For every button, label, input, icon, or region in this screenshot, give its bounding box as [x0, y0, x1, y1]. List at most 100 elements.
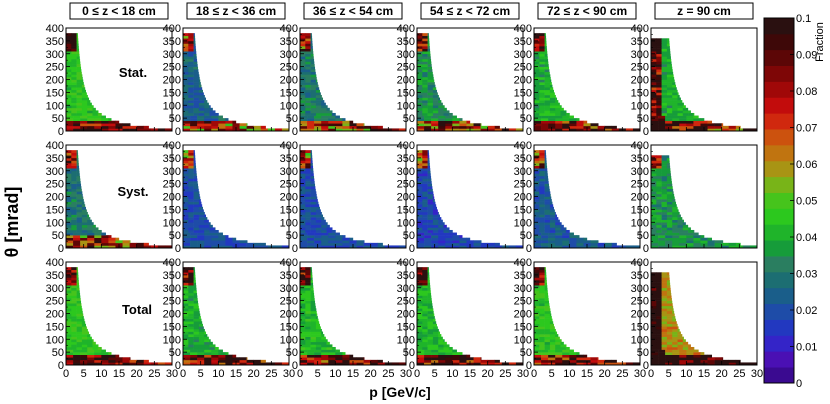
heat-cell — [307, 118, 315, 122]
heat-cell — [666, 326, 673, 330]
heat-cell — [666, 175, 672, 179]
heat-cell — [193, 316, 200, 319]
heat-cell — [80, 357, 88, 361]
heat-cell — [534, 183, 540, 187]
heat-cell — [335, 232, 340, 236]
heat-cell — [656, 165, 662, 169]
heat-cell — [658, 242, 666, 246]
heat-cell — [87, 120, 95, 124]
heat-cell — [539, 84, 545, 88]
y-tick-label: 250 — [46, 179, 64, 191]
heat-cell — [672, 321, 677, 325]
heat-cell — [193, 209, 200, 213]
heat-cell — [315, 318, 319, 322]
heat-cell — [66, 267, 72, 271]
heat-cell — [300, 344, 306, 348]
colorbar-tick-label: 0.02 — [796, 305, 817, 317]
heat-cell — [544, 201, 551, 205]
heat-cell — [656, 38, 662, 42]
heat-cell — [544, 310, 551, 314]
heat-cell — [427, 175, 432, 179]
x-tick-label: 10 — [563, 368, 575, 380]
heat-cell — [417, 269, 423, 273]
heat-cell — [315, 105, 322, 109]
heat-cell — [183, 178, 189, 182]
heat-cell — [427, 35, 430, 39]
heat-cell — [136, 362, 145, 366]
x-tick-label: 15 — [581, 368, 593, 380]
heat-cell — [534, 222, 540, 226]
y-tick-label: 50 — [637, 113, 649, 125]
heat-cell — [424, 125, 432, 129]
y-tick-label: 200 — [631, 192, 649, 204]
heat-cell — [71, 323, 77, 327]
heat-cell — [707, 240, 715, 244]
heat-cell — [422, 46, 428, 49]
heat-cell — [422, 87, 428, 91]
heat-cell — [190, 352, 198, 355]
heat-cell — [307, 120, 315, 124]
heat-cell — [541, 359, 549, 363]
heat-cell — [314, 123, 322, 127]
heat-cell — [452, 235, 460, 238]
heat-cell — [76, 89, 83, 93]
y-tick-label: 200 — [163, 75, 181, 87]
heat-cell — [87, 346, 93, 350]
heat-cell — [555, 237, 563, 241]
heat-cell — [66, 193, 72, 197]
heat-cell — [665, 235, 673, 238]
heat-cell — [417, 40, 423, 44]
heat-cell — [448, 229, 453, 233]
heat-cell — [569, 240, 577, 244]
heat-cell — [198, 199, 201, 202]
heat-cell — [438, 214, 441, 218]
heat-cell — [555, 112, 561, 116]
heat-cell — [569, 245, 577, 249]
y-tick-label: 50 — [520, 113, 532, 125]
heat-cell — [66, 334, 72, 337]
heat-cell — [315, 217, 322, 220]
heat-cell — [424, 242, 432, 246]
heat-cell — [71, 175, 77, 179]
y-tick-label: 0 — [292, 243, 298, 255]
heat-cell — [569, 237, 577, 241]
heat-cell — [310, 229, 317, 233]
heat-cell — [193, 193, 200, 197]
heat-cell — [661, 336, 668, 340]
heat-cell — [193, 33, 195, 37]
y-tick-label: 150 — [397, 204, 415, 216]
y-tick-label: 150 — [46, 87, 64, 99]
heat-cell — [544, 295, 549, 299]
heat-cell — [87, 97, 90, 101]
heat-cell — [204, 237, 212, 241]
heat-cell — [188, 58, 194, 62]
heat-cell — [188, 316, 194, 319]
heat-cell — [188, 346, 194, 350]
heat-cell — [661, 328, 668, 332]
heat-cell — [92, 227, 99, 231]
heat-cell — [666, 209, 673, 213]
heat-cell — [87, 115, 95, 119]
heat-cell — [188, 170, 194, 174]
heat-cell — [666, 40, 670, 44]
heat-cell — [539, 82, 545, 85]
heat-cell — [300, 178, 306, 182]
heat-cell — [611, 359, 617, 363]
heat-cell — [331, 344, 333, 348]
heat-cell — [321, 125, 329, 129]
heat-cell — [310, 183, 316, 187]
heat-cell — [417, 201, 423, 205]
heat-cell — [66, 46, 72, 49]
heat-cell — [427, 40, 430, 44]
x-tick-label: 0 — [648, 368, 654, 380]
heat-cell — [473, 123, 481, 127]
heat-cell — [310, 97, 317, 101]
heat-cell — [714, 240, 722, 244]
heat-cell — [651, 240, 659, 244]
heat-cell — [188, 204, 194, 208]
heat-cell — [666, 285, 671, 289]
y-tick-label: 400 — [163, 257, 181, 269]
heat-cell — [81, 321, 86, 325]
heat-cell — [300, 237, 308, 241]
